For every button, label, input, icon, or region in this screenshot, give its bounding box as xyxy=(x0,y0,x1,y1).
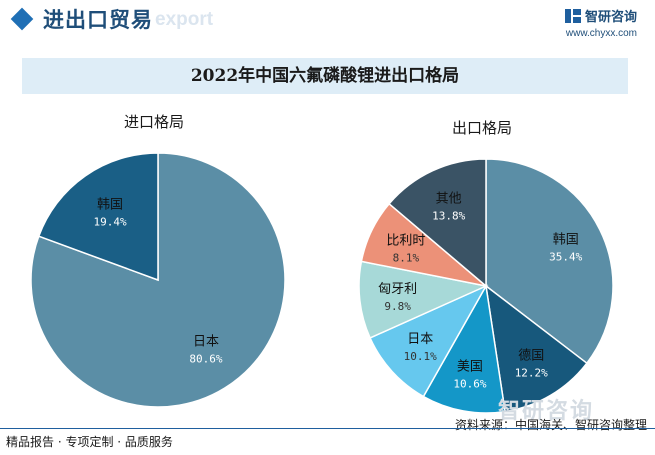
export-slice-3 xyxy=(369,284,488,398)
export-slice-value-6: 13.8% xyxy=(432,209,465,222)
brand-url: www.chyxx.com xyxy=(565,28,637,39)
import-slice-label-1: 韩国 xyxy=(97,197,123,212)
export-slice-label-2: 美国 xyxy=(457,359,483,374)
import-slice-value-1: 19.4% xyxy=(93,215,126,228)
export-slice-4 xyxy=(358,260,489,339)
footer-divider xyxy=(0,428,655,429)
title-band: 2022年中国六氟磷酸锂进出口格局 xyxy=(22,58,628,94)
export-slice-6 xyxy=(388,158,487,288)
export-slice-label-6: 其他 xyxy=(436,191,462,206)
footer-slogan: 精品报告 · 专项定制 · 品质服务 xyxy=(6,435,173,449)
export-slice-value-5: 8.1% xyxy=(393,251,420,264)
import-slice-1 xyxy=(37,152,159,282)
export-slice-1 xyxy=(484,284,588,413)
export-slice-0 xyxy=(485,158,614,365)
data-source: 资料来源：中国海关、智研咨询整理 xyxy=(454,418,647,432)
brand-name: 智研咨询 xyxy=(584,10,637,25)
export-slice-value-0: 35.4% xyxy=(549,251,582,264)
export-slice-value-1: 12.2% xyxy=(515,367,548,380)
brand: 智研咨询 www.chyxx.com xyxy=(564,6,637,39)
section-title: 进出口贸易 xyxy=(43,8,153,32)
export-slice-label-1: 德国 xyxy=(518,349,544,364)
export-slice-2 xyxy=(422,283,506,414)
export-chart-title: 出口格局 xyxy=(452,119,513,137)
export-slice-label-0: 韩国 xyxy=(553,233,579,248)
import-chart-title: 进口格局 xyxy=(124,113,185,131)
header-watermark: export xyxy=(155,9,214,30)
watermark-logo: 智研咨询 xyxy=(498,399,595,424)
import-slice-label-0: 日本 xyxy=(193,335,219,350)
export-slice-label-4: 匈牙利 xyxy=(378,282,417,297)
export-slice-label-3: 日本 xyxy=(407,332,433,347)
export-slice-label-5: 比利时 xyxy=(386,233,425,248)
export-slice-value-4: 9.8% xyxy=(384,300,411,313)
import-slice-value-0: 80.6% xyxy=(189,353,222,366)
header-bar: 进出口贸易 export 智研咨询 www.chyxx.com xyxy=(0,0,655,44)
export-slice-value-2: 10.6% xyxy=(453,377,486,390)
chart-title: 2022年中国六氟磷酸锂进出口格局 xyxy=(190,66,460,86)
brand-logo-icon xyxy=(564,8,581,23)
export-slice-value-3: 10.1% xyxy=(404,350,437,363)
